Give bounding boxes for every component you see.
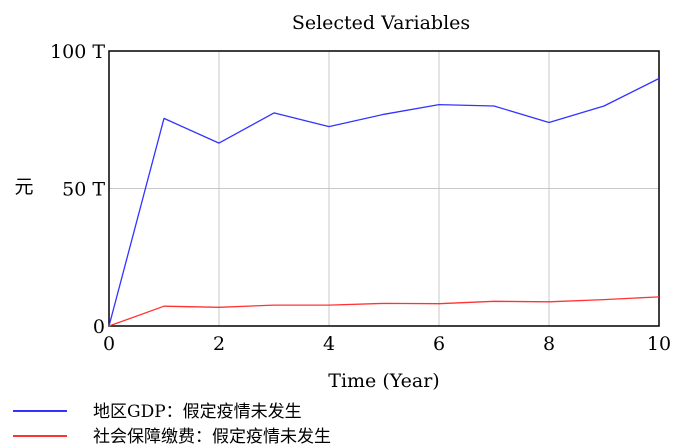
y-axis-label: 元 — [14, 176, 33, 198]
series-line-1 — [108, 77, 660, 327]
y-tick-label: 0 — [93, 316, 105, 338]
x-tick-label: 10 — [647, 333, 671, 355]
legend-label-2: 社会保障缴费：假定疫情未发生 — [93, 427, 331, 447]
x-tick-label: 8 — [543, 333, 555, 355]
grid — [109, 51, 659, 326]
x-tick-label: 0 — [103, 333, 115, 355]
chart-title: Selected Variables — [292, 12, 470, 34]
plot-frame — [108, 50, 660, 327]
y-tick-label: 50 T — [62, 179, 105, 201]
y-tick-label: 100 T — [50, 41, 105, 63]
x-tick-label: 6 — [433, 333, 445, 355]
x-tick-label: 2 — [213, 333, 225, 355]
x-axis-label: Time (Year) — [328, 370, 439, 392]
series-line-2 — [108, 296, 660, 327]
series-layer — [108, 77, 660, 327]
x-tick-label: 4 — [323, 333, 335, 355]
tick-labels: 0 2 4 6 8 10 0 50 T 100 T — [50, 41, 671, 355]
legend-label-1: 地区GDP：假定疫情未发生 — [93, 402, 302, 422]
